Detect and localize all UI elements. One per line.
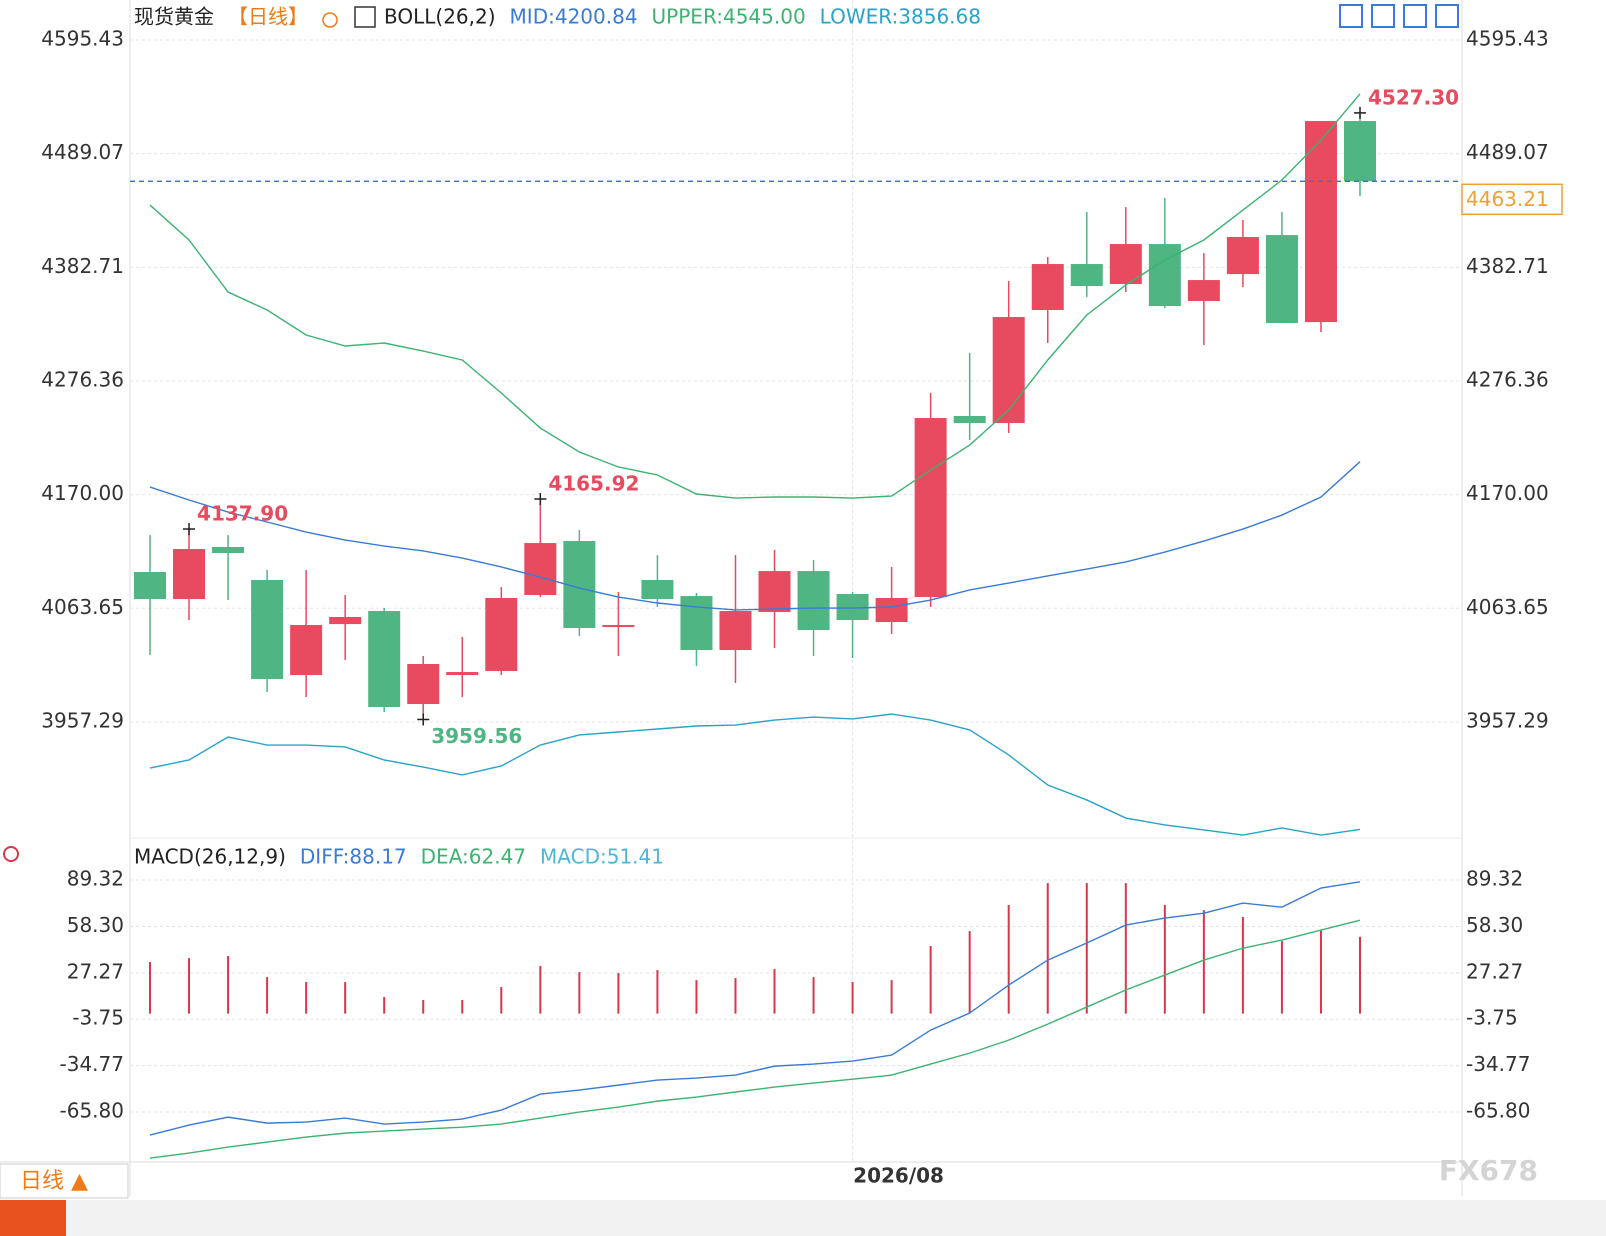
- candle-body: [368, 611, 401, 707]
- period-tab-label: 日线 ▲: [20, 1169, 88, 1194]
- period-icon: [322, 12, 338, 28]
- y2-tick-label: 4170.00: [1466, 481, 1549, 505]
- candle-body: [134, 572, 166, 600]
- candle-body: [953, 415, 986, 424]
- candle-body: [992, 317, 1025, 424]
- extreme-marker: [417, 713, 430, 726]
- y-tick-label: 4382.71: [41, 254, 124, 278]
- y2-tick-label: -34.77: [1466, 1052, 1530, 1076]
- legend-entry: DEA:62.47: [421, 845, 526, 869]
- candle-body: [1070, 264, 1103, 287]
- candle-body: [836, 594, 869, 620]
- y2-tick-label: 58.30: [1466, 913, 1523, 937]
- y-tick-label: 4170.00: [41, 481, 124, 505]
- y-tick-label: -34.77: [60, 1052, 124, 1076]
- candle-body: [758, 571, 791, 612]
- tool-button[interactable]: [1371, 4, 1395, 28]
- candle-body: [875, 597, 908, 623]
- indicator-icon: [354, 6, 376, 28]
- y2-tick-label: 4595.43: [1466, 27, 1549, 51]
- candle-body: [1187, 280, 1220, 302]
- indicator-line: [149, 881, 1361, 1136]
- y-tick-label: 4063.65: [41, 595, 124, 619]
- candle-body: [1226, 236, 1259, 275]
- y2-tick-label: 4063.65: [1466, 595, 1549, 619]
- indicator-line: [149, 461, 1361, 611]
- bottom-bar: [0, 1200, 1606, 1236]
- extreme-marker: [1354, 106, 1366, 119]
- candle-body: [485, 597, 518, 671]
- candle-body: [1304, 121, 1337, 323]
- tool-button[interactable]: [1339, 4, 1363, 28]
- y-tick-label: 4276.36: [41, 367, 124, 391]
- y-tick-label: 89.32: [67, 867, 124, 891]
- y-tick-label: 27.27: [67, 959, 124, 983]
- last-price-label: 4463.21: [1466, 187, 1549, 211]
- candle-body: [1265, 235, 1298, 324]
- candle-body: [680, 596, 713, 651]
- tool-button[interactable]: [1403, 4, 1427, 28]
- extreme-marker: [534, 493, 547, 506]
- y2-tick-label: 4276.36: [1466, 367, 1549, 391]
- y-tick-label: 58.30: [67, 913, 124, 937]
- period-tab[interactable]: [0, 1163, 129, 1199]
- candle-body: [914, 418, 947, 598]
- period-label: 【日线】: [228, 5, 308, 29]
- y-tick-label: -65.80: [60, 1099, 124, 1123]
- indicator-name: BOLL(26,2): [384, 5, 496, 29]
- extreme-label: 4137.90: [197, 501, 288, 525]
- last-price-box: [1461, 183, 1563, 216]
- candle-body: [641, 580, 674, 600]
- y2-tick-label: 27.27: [1466, 959, 1523, 983]
- extreme-label: 4165.92: [548, 472, 639, 496]
- watermark: FX678: [1439, 1154, 1538, 1187]
- candle-body: [290, 625, 323, 676]
- legend-entry: LOWER:3856.68: [820, 5, 981, 29]
- y2-tick-label: 4489.07: [1466, 140, 1549, 164]
- candle-body: [173, 549, 206, 600]
- y2-tick-label: 3957.29: [1466, 708, 1549, 732]
- chart-title: 现货黄金: [134, 5, 214, 29]
- candle-body: [1344, 121, 1376, 182]
- y2-tick-label: 4382.71: [1466, 254, 1549, 278]
- indicator-line: [149, 919, 1361, 1159]
- legend-entry: UPPER:4545.00: [652, 5, 806, 29]
- legend-entry: DIFF:88.17: [300, 845, 407, 869]
- candle-body: [407, 664, 440, 704]
- y-tick-label: 3957.29: [41, 708, 124, 732]
- legend-entry: MACD:51.41: [540, 845, 664, 869]
- y-tick-label: 4489.07: [41, 140, 124, 164]
- y-tick-label: -3.75: [72, 1006, 124, 1030]
- candle-body: [524, 543, 557, 595]
- tool-button[interactable]: [1435, 4, 1459, 28]
- candle-body: [719, 611, 752, 651]
- candle-body: [797, 571, 830, 631]
- legend-entry: MID:4200.84: [510, 5, 638, 29]
- indicator-line: [149, 93, 1361, 499]
- y2-tick-label: -65.80: [1466, 1099, 1530, 1123]
- candle-body: [1031, 264, 1064, 310]
- extreme-label: 3959.56: [431, 724, 522, 748]
- candle-body: [251, 580, 284, 679]
- y-tick-label: 4595.43: [41, 27, 124, 51]
- toolbar: [1339, 4, 1459, 28]
- extreme-marker: [183, 522, 196, 535]
- extreme-label: 4527.30: [1368, 85, 1459, 109]
- candle-body: [212, 547, 245, 553]
- y2-tick-label: 89.32: [1466, 867, 1523, 891]
- indicator-line: [149, 713, 1361, 836]
- chart-title: MACD(26,12,9): [134, 845, 286, 869]
- bottom-tab-active[interactable]: [0, 1200, 66, 1236]
- x-tick-label: 2026/08: [853, 1164, 944, 1188]
- candle-body: [1148, 244, 1181, 307]
- candle-body: [446, 672, 479, 676]
- candle-body: [602, 625, 635, 628]
- y2-tick-label: -3.75: [1466, 1006, 1518, 1030]
- candle-body: [329, 617, 362, 625]
- settings-icon[interactable]: [3, 846, 19, 862]
